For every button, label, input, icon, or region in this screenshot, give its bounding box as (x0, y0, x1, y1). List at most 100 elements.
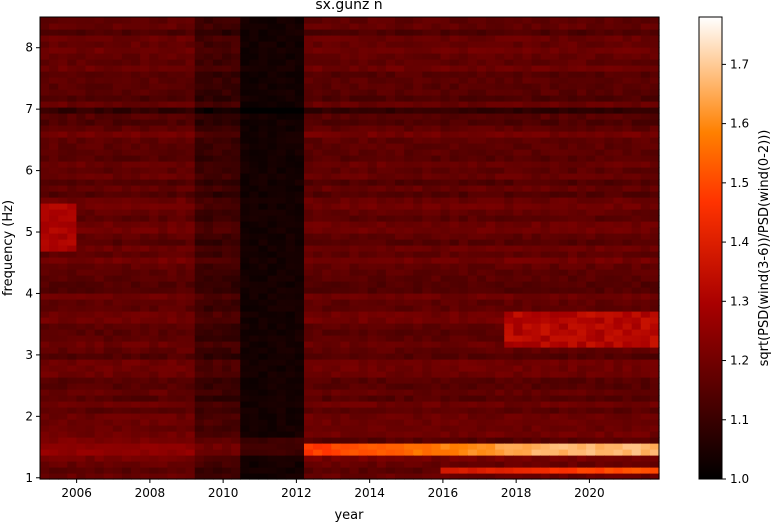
heatmap-cell (331, 347, 341, 354)
heatmap-cell (140, 365, 150, 372)
heatmap-cell (231, 395, 241, 402)
heatmap-cell (486, 65, 496, 72)
heatmap-cell (285, 425, 296, 432)
heatmap-cell (349, 173, 360, 180)
heatmap-cell (504, 263, 514, 270)
heatmap-cell (486, 239, 496, 246)
heatmap-cell (513, 281, 524, 288)
heatmap-cell (222, 203, 232, 210)
heatmap-cell (140, 281, 150, 288)
heatmap-cell (103, 47, 114, 54)
heatmap-cell (49, 191, 59, 198)
heatmap-cell (140, 251, 150, 258)
heatmap-cell (212, 173, 223, 180)
heatmap-cell (121, 119, 132, 126)
heatmap-cell (513, 23, 524, 30)
heatmap-cell (367, 389, 378, 396)
heatmap-cell (276, 263, 287, 270)
heatmap-cell (313, 149, 323, 156)
heatmap-cell (322, 143, 332, 150)
heatmap-cell (285, 401, 296, 408)
heatmap-cell (49, 305, 59, 312)
heatmap-cell (249, 59, 260, 66)
heatmap-cell (303, 389, 314, 396)
heatmap-cell (212, 83, 223, 90)
heatmap-cell (58, 329, 68, 336)
heatmap-cell (367, 305, 378, 312)
heatmap-cell (313, 65, 323, 72)
heatmap-cell (476, 239, 487, 246)
heatmap-cell (376, 29, 387, 36)
heatmap-cell (431, 119, 442, 126)
heatmap-cell (231, 305, 241, 312)
heatmap-cell (486, 155, 496, 162)
heatmap-cell (140, 113, 150, 120)
heatmap-cell (121, 95, 132, 102)
heatmap-cell (440, 23, 451, 30)
heatmap-cell (476, 251, 487, 258)
heatmap-cell (240, 395, 250, 402)
heatmap-cell (440, 281, 451, 288)
heatmap-cell (476, 197, 487, 204)
heatmap-cell (531, 89, 542, 96)
heatmap-cell (613, 245, 624, 252)
heatmap-cell (49, 83, 59, 90)
heatmap-cell (285, 437, 296, 444)
heatmap-cell (149, 23, 159, 30)
heatmap-cell (422, 203, 433, 210)
heatmap-cell (349, 443, 360, 450)
heatmap-cell (203, 263, 214, 270)
heatmap-cell (413, 455, 423, 462)
heatmap-cell (203, 47, 214, 54)
heatmap-cell (467, 17, 478, 24)
heatmap-cell (112, 155, 123, 162)
heatmap-cell (322, 185, 332, 192)
heatmap-cell (422, 365, 433, 372)
heatmap-cell (567, 155, 578, 162)
heatmap-cell (249, 317, 260, 324)
heatmap-cell (540, 35, 551, 42)
heatmap-cell (422, 293, 433, 300)
heatmap-cell (395, 95, 405, 102)
heatmap-cell (158, 317, 169, 324)
heatmap-cell (76, 167, 87, 174)
heatmap-cell (340, 23, 351, 30)
heatmap-cell (385, 83, 396, 90)
heatmap-cell (340, 305, 351, 312)
heatmap-cell (185, 185, 196, 192)
heatmap-cell (231, 413, 241, 420)
heatmap-cell (531, 47, 542, 54)
heatmap-cell (558, 227, 569, 234)
heatmap-cell (322, 179, 332, 186)
heatmap-cell (558, 209, 569, 216)
heatmap-cell (49, 41, 59, 48)
heatmap-cell (604, 383, 615, 390)
heatmap-cell (149, 407, 159, 414)
heatmap-cell (458, 299, 469, 306)
heatmap-cell (285, 323, 296, 330)
heatmap-cell (531, 143, 542, 150)
heatmap-cell (167, 47, 178, 54)
heatmap-cell (622, 89, 633, 96)
heatmap-cell (476, 65, 487, 72)
heatmap-cell (85, 257, 96, 264)
heatmap-cell (567, 113, 578, 120)
heatmap-cell (158, 299, 169, 306)
heatmap-cell (276, 371, 287, 378)
heatmap-cell (604, 89, 615, 96)
heatmap-cell (303, 251, 314, 258)
heatmap-cell (258, 119, 269, 126)
heatmap-cell (303, 401, 314, 408)
heatmap-cell (149, 449, 159, 456)
heatmap-cell (486, 53, 496, 60)
heatmap-cell (540, 113, 551, 120)
heatmap-cell (49, 293, 59, 300)
heatmap-cell (567, 317, 578, 324)
heatmap-cell (212, 119, 223, 126)
heatmap-cell (531, 221, 542, 228)
heatmap-cell (258, 293, 269, 300)
heatmap-cell (94, 113, 105, 120)
heatmap-cell (112, 407, 123, 414)
heatmap-cell (240, 215, 250, 222)
heatmap-cell (185, 347, 196, 354)
